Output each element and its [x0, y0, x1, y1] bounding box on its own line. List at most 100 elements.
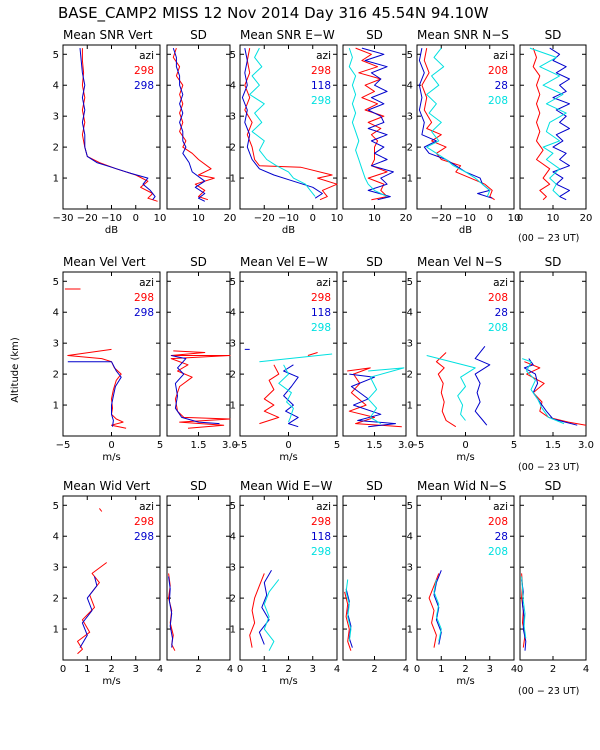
- y-tick-label: 1: [53, 401, 59, 412]
- x-tick-label: −5: [56, 440, 71, 451]
- series-line-blue: [349, 373, 396, 428]
- series-line-cyan: [521, 576, 527, 639]
- panel-frame: [519, 44, 587, 210]
- legend-title: azi: [316, 501, 331, 513]
- series-line-red: [435, 352, 457, 428]
- figure-title: BASE_CAMP2 MISS 12 Nov 2014 Day 316 45.5…: [58, 4, 489, 23]
- legend-title: azi: [493, 501, 508, 513]
- x-tick-label: 10: [192, 213, 205, 224]
- panel-snr_vert_sd: SD 10 20: [166, 28, 237, 224]
- panel-title: SD: [366, 479, 383, 493]
- x-tick-label: 4: [227, 664, 233, 675]
- x-tick-label: 2: [371, 664, 377, 675]
- y-tick-label: 2: [53, 143, 59, 154]
- series-line-blue: [241, 48, 323, 199]
- legend-entry: 118: [311, 80, 331, 92]
- panel-title: Mean Wid Vert: [63, 479, 150, 493]
- legend-entry: 28: [495, 80, 508, 92]
- y-tick-label: 3: [407, 112, 413, 123]
- panel-title: Mean Vel E−W: [240, 255, 328, 269]
- panel-wid_vert_sd: SD 2 4: [166, 479, 233, 675]
- series-line-cyan: [522, 358, 565, 425]
- y-tick-label: 5: [53, 277, 59, 288]
- ut-label-row2: (00 − 23 UT): [518, 462, 579, 473]
- panel-title: SD: [190, 255, 207, 269]
- legend-entry: 298: [134, 531, 154, 543]
- series-line-cyan: [529, 47, 567, 197]
- x-tick-label: 10: [547, 213, 560, 224]
- y-tick-label: 3: [53, 563, 59, 574]
- x-tick-label: −10: [455, 213, 476, 224]
- series-line-red: [170, 350, 231, 429]
- panel-title: Mean Vel N−S: [417, 255, 502, 269]
- x-tick-label: 0: [60, 664, 66, 675]
- y-tick-label: 2: [53, 594, 59, 605]
- y-tick-label: 2: [230, 143, 236, 154]
- x-tick-label: 0: [133, 213, 139, 224]
- legend-title: azi: [316, 277, 331, 289]
- x-tick-label: 10: [508, 213, 521, 224]
- y-tick-label: 3: [230, 563, 236, 574]
- y-tick-label: 3: [53, 339, 59, 350]
- panel-vel_ew: Mean Vel E−W 1 2 3 4 5 −5 0 5 m/s azi 298 118 298: [230, 255, 341, 463]
- panel-title: Mean Vel Vert: [63, 255, 146, 269]
- y-tick-label: 3: [407, 563, 413, 574]
- y-tick-label: 5: [230, 277, 236, 288]
- panel-title: SD: [366, 255, 383, 269]
- panel-title: SD: [190, 28, 207, 42]
- legend-entry: 208: [488, 292, 508, 304]
- panel-wid_ew: Mean Wid E−W 1 2 3 4 5 0 1 2 3 4 m/s azi 298 118 298: [230, 479, 341, 687]
- panel-wid_ns_sd: SD 0 2 4: [517, 479, 589, 675]
- x-tick-label: 1: [84, 664, 90, 675]
- y-tick-label: 4: [53, 81, 59, 92]
- legend-title: azi: [139, 501, 154, 513]
- x-axis-label: m/s: [279, 676, 297, 687]
- x-tick-label: 20: [224, 213, 237, 224]
- x-tick-label: 0: [285, 440, 291, 451]
- series-line-blue: [79, 576, 98, 648]
- series-line-red: [64, 288, 127, 429]
- legend-entry: 298: [134, 307, 154, 319]
- x-axis-label: m/s: [456, 452, 474, 463]
- y-tick-label: 3: [230, 339, 236, 350]
- panel-frame: [166, 495, 231, 661]
- legend-title: azi: [139, 277, 154, 289]
- legend-entry: 298: [311, 95, 331, 107]
- x-tick-label: 5: [157, 440, 163, 451]
- legend-entry: 298: [311, 65, 331, 77]
- panel-snr_ew: Mean SNR E−W 1 2 3 4 5 −20 −10 0 10 dB azi 298 118 298: [230, 28, 344, 236]
- y-tick-label: 2: [407, 370, 413, 381]
- series-line-blue: [244, 348, 299, 428]
- x-tick-label: 0: [414, 664, 420, 675]
- x-axis-label: m/s: [102, 676, 120, 687]
- series-line-cyan: [426, 47, 491, 197]
- x-tick-label: 1: [261, 664, 267, 675]
- y-tick-label: 5: [230, 501, 236, 512]
- panel-frame: [519, 271, 587, 437]
- x-tick-label: 5: [511, 440, 517, 451]
- legend-title: azi: [493, 277, 508, 289]
- y-tick-label: 4: [407, 308, 413, 319]
- x-tick-label: 2: [462, 664, 468, 675]
- x-tick-label: 3: [487, 664, 493, 675]
- series-line-cyan: [249, 47, 316, 197]
- x-tick-label: 1.5: [545, 440, 561, 451]
- x-tick-label: 4: [334, 664, 340, 675]
- y-tick-label: 1: [53, 174, 59, 185]
- y-tick-label: 3: [407, 339, 413, 350]
- x-tick-label: 4: [403, 664, 409, 675]
- panel-title: SD: [545, 28, 562, 42]
- x-tick-label: 0: [310, 213, 316, 224]
- y-tick-label: 5: [407, 50, 413, 61]
- x-tick-label: −20: [431, 213, 452, 224]
- x-tick-label: 3.0: [578, 440, 594, 451]
- y-tick-label: 1: [407, 401, 413, 412]
- y-tick-label: 4: [230, 81, 236, 92]
- legend-entry: 208: [488, 95, 508, 107]
- x-tick-label: 3.0: [222, 440, 238, 451]
- y-tick-label: 3: [53, 112, 59, 123]
- ut-label-row3: (00 − 23 UT): [518, 686, 579, 697]
